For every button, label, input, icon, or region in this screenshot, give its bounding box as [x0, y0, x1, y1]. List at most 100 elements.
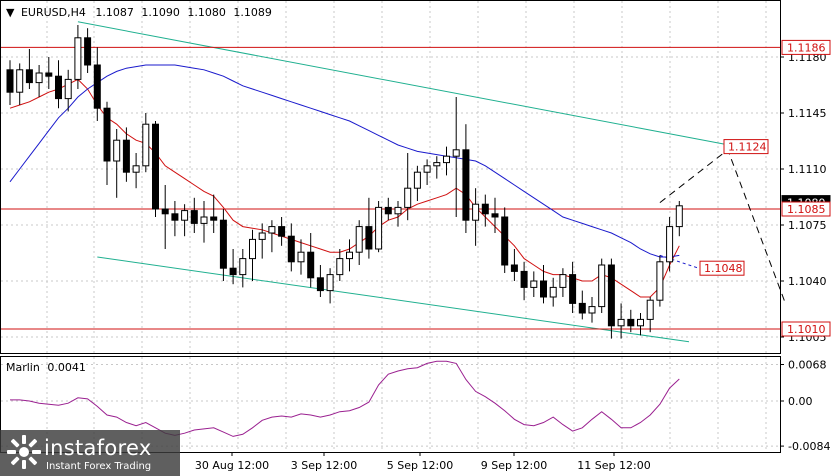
- candle-body-bull: [530, 280, 538, 288]
- candle: [462, 124, 470, 233]
- header-high: 1.1090: [141, 6, 180, 19]
- candle: [375, 201, 383, 253]
- candle-body-bear: [287, 235, 295, 263]
- level-label-1186: 1.1186: [787, 41, 826, 54]
- candle-body-bull: [268, 226, 276, 234]
- candle: [307, 233, 315, 288]
- indicator-tick-label: 0.0068: [788, 359, 827, 372]
- header-low: 1.1080: [187, 6, 226, 19]
- candle-body-bear: [627, 318, 635, 327]
- candle: [132, 153, 140, 189]
- candle-body-bull: [646, 299, 654, 320]
- candle: [35, 65, 43, 97]
- candle-body-bear: [103, 107, 111, 162]
- candle: [520, 261, 528, 301]
- candle-body-bull: [181, 210, 189, 221]
- candle-body-bull: [336, 258, 344, 276]
- indicator-axis: 0.0068 0.00 -0.0084: [780, 359, 830, 453]
- candle: [617, 303, 625, 339]
- blue-moving-average: [9, 64, 680, 258]
- candle: [413, 165, 421, 201]
- candle-body-bull: [559, 274, 567, 288]
- candle: [103, 101, 111, 185]
- candle-body-bull: [35, 72, 43, 84]
- candle: [278, 217, 286, 246]
- symbol-header: ▼ EURUSD,H4 1.1087 1.1090 1.1080 1.1089: [6, 6, 272, 19]
- candle-body-bull: [249, 238, 256, 260]
- candle: [210, 194, 218, 233]
- candle-body-bear: [190, 210, 198, 224]
- instaforex-logo: instaforex Instant Forex Trading: [0, 430, 180, 476]
- candle: [297, 239, 305, 275]
- candle: [25, 49, 33, 89]
- candle: [549, 277, 557, 307]
- logo-name: instaforex: [44, 436, 152, 460]
- candle-body-bull: [666, 226, 674, 263]
- candle-body-bear: [93, 64, 101, 109]
- candle-body-bull: [549, 286, 557, 298]
- candle: [510, 249, 518, 281]
- candle-body-bull: [394, 206, 402, 215]
- level-label-1186-box: [781, 39, 831, 55]
- candle: [627, 309, 635, 333]
- candle-body-bull: [443, 155, 450, 164]
- candle: [481, 194, 489, 227]
- candle: [394, 201, 402, 227]
- candle-body-bear: [481, 203, 489, 215]
- indicator-header: Marlin 0.0041: [6, 361, 86, 374]
- header-triangle-icon: ▼: [6, 6, 15, 19]
- candle: [540, 265, 547, 304]
- marlin-line: [10, 360, 680, 437]
- candle-body-bear: [607, 264, 615, 327]
- candle-body-bull: [355, 226, 363, 253]
- level-label-1085: 1.1085: [787, 203, 826, 216]
- candle-body-bull: [598, 264, 606, 308]
- candle: [6, 60, 14, 105]
- candle-body-bear: [210, 216, 218, 221]
- candle: [675, 201, 683, 237]
- red-moving-average: [9, 78, 680, 298]
- channel-upper-line: [77, 21, 738, 148]
- candle: [55, 60, 62, 109]
- candle-body-bull: [64, 78, 72, 100]
- time-tick-label: 3 Sep 12:00: [291, 459, 357, 472]
- candle-body-bull: [452, 149, 460, 157]
- indicator-tick-label: 0.00: [788, 395, 813, 408]
- indicator-grid: [1, 357, 780, 452]
- forecast-label-1124: 1.1124: [728, 141, 767, 154]
- marlin-oscillator: [10, 360, 680, 437]
- candle: [45, 57, 53, 89]
- candle-body-bull: [656, 261, 664, 301]
- logo-emblem-icon: [7, 435, 41, 469]
- indicator-value: 0.0041: [47, 361, 86, 374]
- candle-body-bear: [152, 123, 159, 210]
- candle-body-bear: [229, 267, 237, 276]
- candle-body-bear: [25, 69, 33, 84]
- main-pane[interactable]: [0, 0, 781, 354]
- candle-body-bear: [510, 264, 518, 272]
- candle: [365, 197, 373, 259]
- candle: [113, 129, 121, 198]
- candle-body-bear: [122, 139, 130, 173]
- candle: [93, 47, 101, 121]
- candle: [656, 255, 664, 307]
- candle-body-bear: [501, 216, 509, 266]
- candle-body-bear: [6, 69, 14, 93]
- candles: [6, 25, 683, 339]
- candle: [637, 313, 644, 336]
- header-close: 1.1089: [233, 6, 272, 19]
- candle: [122, 127, 130, 182]
- candle-body-bull: [113, 139, 121, 162]
- time-tick-label: 30 Aug 12:00: [195, 459, 269, 472]
- time-tick-label: 5 Sep 12:00: [387, 459, 453, 472]
- candle: [326, 268, 334, 304]
- level-label-1010-box: [781, 321, 831, 337]
- candle: [559, 268, 567, 297]
- candle-body-bull: [375, 206, 383, 250]
- candle-body-bear: [307, 251, 315, 279]
- candle-body-bull: [637, 318, 644, 327]
- candle-body-bear: [84, 37, 92, 66]
- candle-body-bull: [142, 123, 150, 167]
- candle-body-bull: [239, 258, 247, 276]
